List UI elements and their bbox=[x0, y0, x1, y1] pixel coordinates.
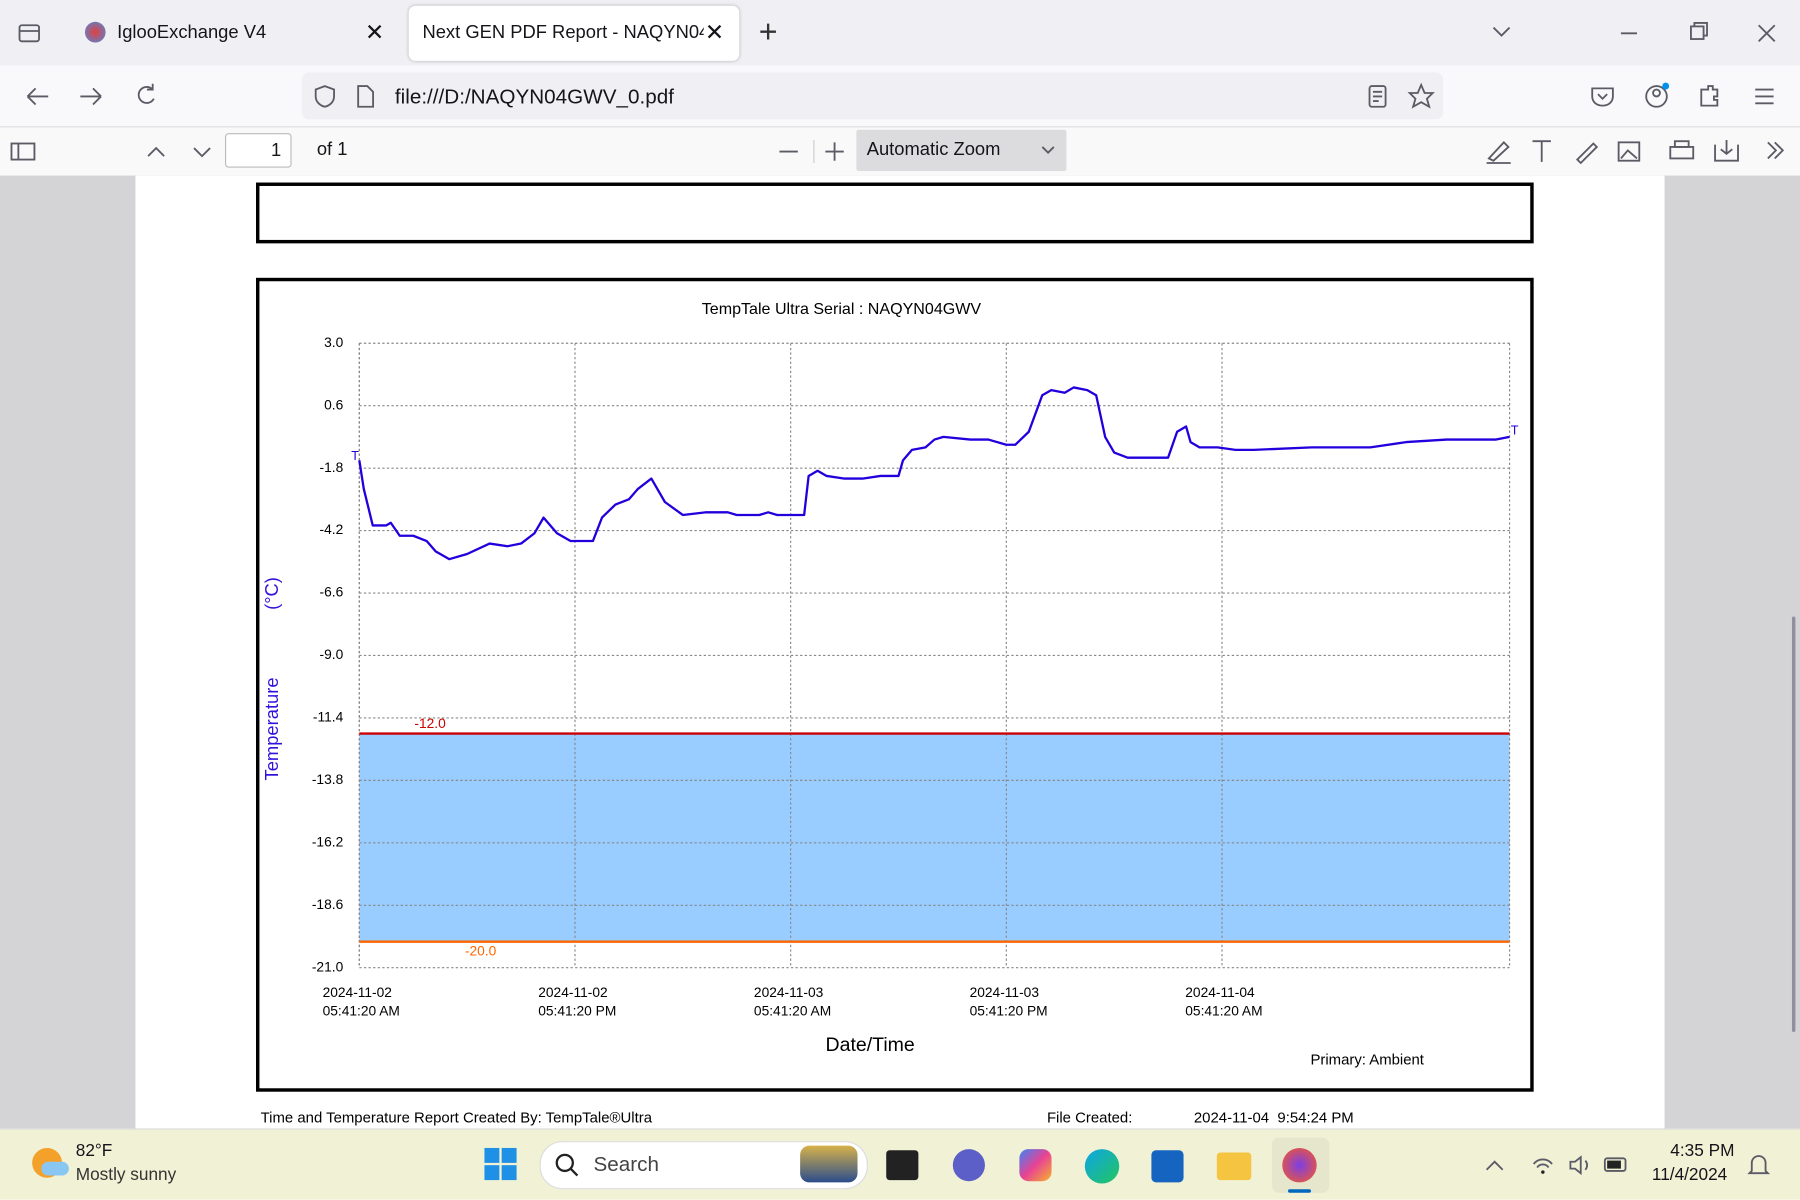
weather-cloud bbox=[41, 1161, 69, 1176]
start-marker: T bbox=[351, 449, 359, 463]
y-tick-label: -6.6 bbox=[320, 585, 344, 600]
page-count: of 1 bbox=[316, 140, 348, 160]
app-icon[interactable] bbox=[886, 1150, 919, 1181]
y-tick-label: 0.6 bbox=[324, 397, 343, 412]
y-tick-label: -13.8 bbox=[312, 772, 344, 787]
url-actions[interactable] bbox=[1364, 82, 1437, 111]
app-icon[interactable] bbox=[952, 1149, 985, 1182]
page-number-input[interactable]: 1 bbox=[225, 133, 292, 168]
x-tick-label-line: 05:41:20 AM bbox=[323, 1003, 400, 1018]
y-tick-label: -16.2 bbox=[312, 834, 343, 849]
x-tick-label-line: 2024-11-02 bbox=[323, 985, 392, 1000]
y-tick-label: -1.8 bbox=[320, 460, 344, 475]
chart-note: Primary: Ambient bbox=[1310, 1052, 1424, 1069]
x-tick-label-line: 2024-11-03 bbox=[754, 985, 824, 1000]
end-marker: T bbox=[1511, 424, 1519, 438]
zoom-dropdown bbox=[1041, 146, 1055, 154]
new-tab[interactable]: + bbox=[758, 13, 778, 50]
url-icons bbox=[314, 85, 375, 108]
search-icon bbox=[555, 1153, 579, 1177]
threshold-label: -12.0 bbox=[414, 716, 446, 731]
system-tray[interactable] bbox=[1483, 1150, 1635, 1180]
x-tick-label: 2024-11-03 05:41:20 PM bbox=[970, 985, 1048, 1018]
y-tick-label: -4.2 bbox=[320, 522, 344, 537]
x-tick-label-line: 2024-11-04 bbox=[1185, 985, 1255, 1000]
app-icon[interactable] bbox=[1151, 1150, 1184, 1183]
zoom-value: Automatic Zoom bbox=[866, 140, 1001, 160]
temperature-line bbox=[358, 386, 1510, 561]
zoom-buttons[interactable] bbox=[776, 138, 849, 166]
app-icon[interactable] bbox=[1019, 1149, 1052, 1182]
weather-temperature[interactable]: 82°F bbox=[75, 1141, 113, 1161]
threshold-band bbox=[359, 733, 1510, 942]
tab-title: IglooExchange V4 bbox=[117, 22, 267, 43]
tab-overflow[interactable] bbox=[1490, 23, 1513, 41]
y-tick-label: -18.6 bbox=[312, 897, 344, 912]
y-axis-label: Temperature bbox=[261, 677, 282, 780]
url[interactable]: file:///D:/NAQYN04GWV_0.pdf bbox=[394, 84, 674, 108]
weather-condition[interactable]: Mostly sunny bbox=[75, 1165, 177, 1185]
pdf-page bbox=[135, 175, 1665, 1129]
zoom-select[interactable] bbox=[856, 129, 1067, 172]
threshold-label: -20.0 bbox=[465, 944, 497, 959]
window-controls[interactable] bbox=[1616, 21, 1777, 46]
y-tick-label: -9.0 bbox=[320, 647, 344, 662]
scrollbar-thumb[interactable] bbox=[1791, 616, 1796, 1033]
y-tick-label: 3.0 bbox=[324, 335, 343, 350]
app-icon[interactable] bbox=[1282, 1147, 1317, 1183]
chart-title: TempTale Ultra Serial : NAQYN04GWV bbox=[702, 300, 982, 318]
clock-time[interactable]: 4:35 PM bbox=[1670, 1141, 1735, 1161]
y-tick-label: -11.4 bbox=[313, 710, 344, 725]
app-icon[interactable] bbox=[1084, 1149, 1120, 1184]
x-tick-label: 2024-11-02 05:41:20 PM bbox=[538, 985, 616, 1018]
browser-toolbar-icons[interactable] bbox=[1586, 80, 1781, 112]
x-tick-label-line: 2024-11-02 bbox=[538, 985, 607, 1000]
x-tick-label: 2024-11-02 05:41:20 AM bbox=[323, 985, 400, 1018]
x-tick-label: 2024-11-03 05:41:20 AM bbox=[754, 985, 831, 1018]
active-tab[interactable] bbox=[408, 5, 740, 61]
file-created-label: File Created: bbox=[1046, 1108, 1133, 1127]
pdf-tools[interactable] bbox=[1483, 135, 1793, 165]
tab-strip bbox=[0, 0, 1800, 66]
x-tick-label-line: 05:41:20 PM bbox=[970, 1003, 1048, 1018]
notifications[interactable] bbox=[1745, 1151, 1773, 1179]
chart: TempTale Ultra Serial : NAQYN04GWV Date/… bbox=[261, 300, 1519, 1069]
tab-close[interactable]: ✕ bbox=[365, 20, 385, 46]
tab-favicon bbox=[84, 21, 106, 43]
pdf-nav-icons[interactable] bbox=[9, 138, 216, 166]
clock-date[interactable]: 11/4/2024 bbox=[1651, 1165, 1728, 1185]
search-placeholder: Search bbox=[593, 1152, 659, 1176]
tab-title: Next GEN PDF Report - NAQYN04G bbox=[422, 22, 704, 43]
chart-box bbox=[255, 277, 1534, 1092]
x-tick-label-line: 05:41:20 AM bbox=[1185, 1003, 1262, 1018]
y-tick-label: -21.0 bbox=[312, 959, 344, 974]
report-created-by: Time and Temperature Report Created By: … bbox=[260, 1108, 653, 1127]
file-created: 2024-11-04 9:54:24 PM bbox=[1193, 1108, 1354, 1127]
y-axis-unit: (°C) bbox=[261, 577, 282, 610]
x-tick-label-line: 05:41:20 AM bbox=[754, 1003, 831, 1018]
x-tick-label: 2024-11-04 05:41:20 AM bbox=[1185, 985, 1262, 1018]
start-button[interactable] bbox=[482, 1146, 519, 1183]
app-icon[interactable] bbox=[1216, 1152, 1252, 1181]
x-tick-label-line: 2024-11-03 bbox=[970, 985, 1040, 1000]
search-highlight bbox=[800, 1145, 858, 1183]
tab-list-icon[interactable] bbox=[16, 21, 44, 46]
x-tick-label-line: 05:41:20 PM bbox=[538, 1003, 616, 1018]
app-indicator bbox=[1288, 1189, 1311, 1193]
url-bar[interactable] bbox=[301, 72, 1443, 120]
tab-close[interactable]: ✕ bbox=[704, 20, 725, 46]
taskbar-apps[interactable] bbox=[886, 1137, 1334, 1193]
nav-buttons[interactable] bbox=[21, 80, 170, 112]
empty-box bbox=[255, 182, 1534, 244]
x-axis-label: Date/Time bbox=[826, 1034, 915, 1056]
